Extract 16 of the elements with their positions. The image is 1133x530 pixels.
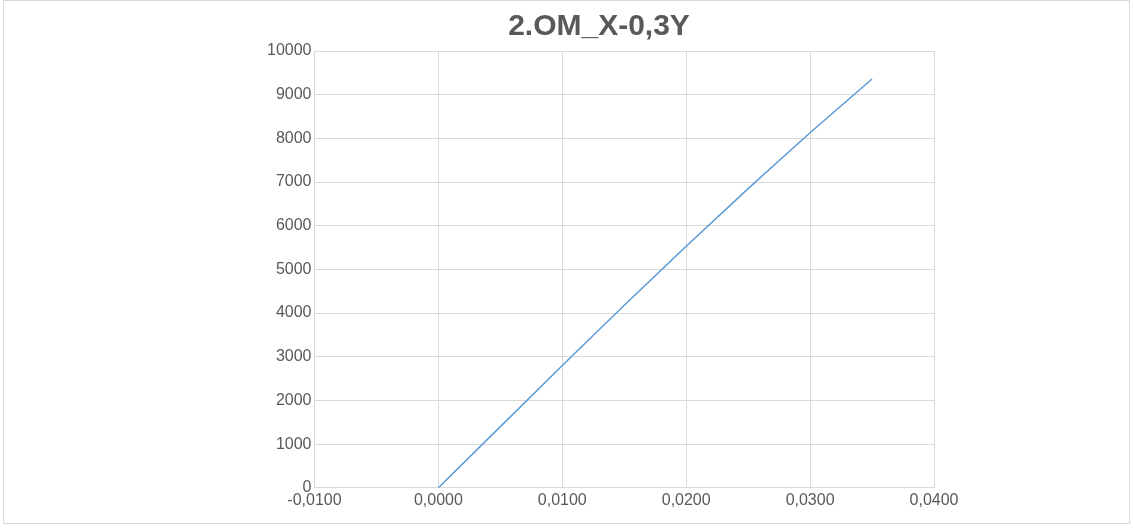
chart-title: 2.OM_X-0,3Y (508, 8, 690, 42)
y-tick-label: 8000 (275, 128, 312, 146)
y-tick-label: 3000 (275, 347, 312, 365)
y-tick-label: 5000 (275, 259, 312, 277)
y-tick-label: 9000 (275, 85, 312, 103)
y-tick-label: 10000 (266, 41, 312, 59)
y-tick-label: 7000 (275, 172, 312, 190)
y-tick-label: 1000 (275, 434, 312, 452)
y-tick-label: 6000 (275, 216, 312, 234)
x-tick-label: 0,0300 (785, 490, 835, 508)
y-tick-label: 4000 (275, 303, 312, 321)
y-tick-label: 2000 (275, 390, 312, 408)
x-tick-label: 0,0000 (413, 490, 463, 508)
x-tick-label: 0,0100 (537, 490, 587, 508)
x-tick-label: 0,0400 (909, 490, 959, 508)
x-tick-label: 0,0200 (661, 490, 711, 508)
